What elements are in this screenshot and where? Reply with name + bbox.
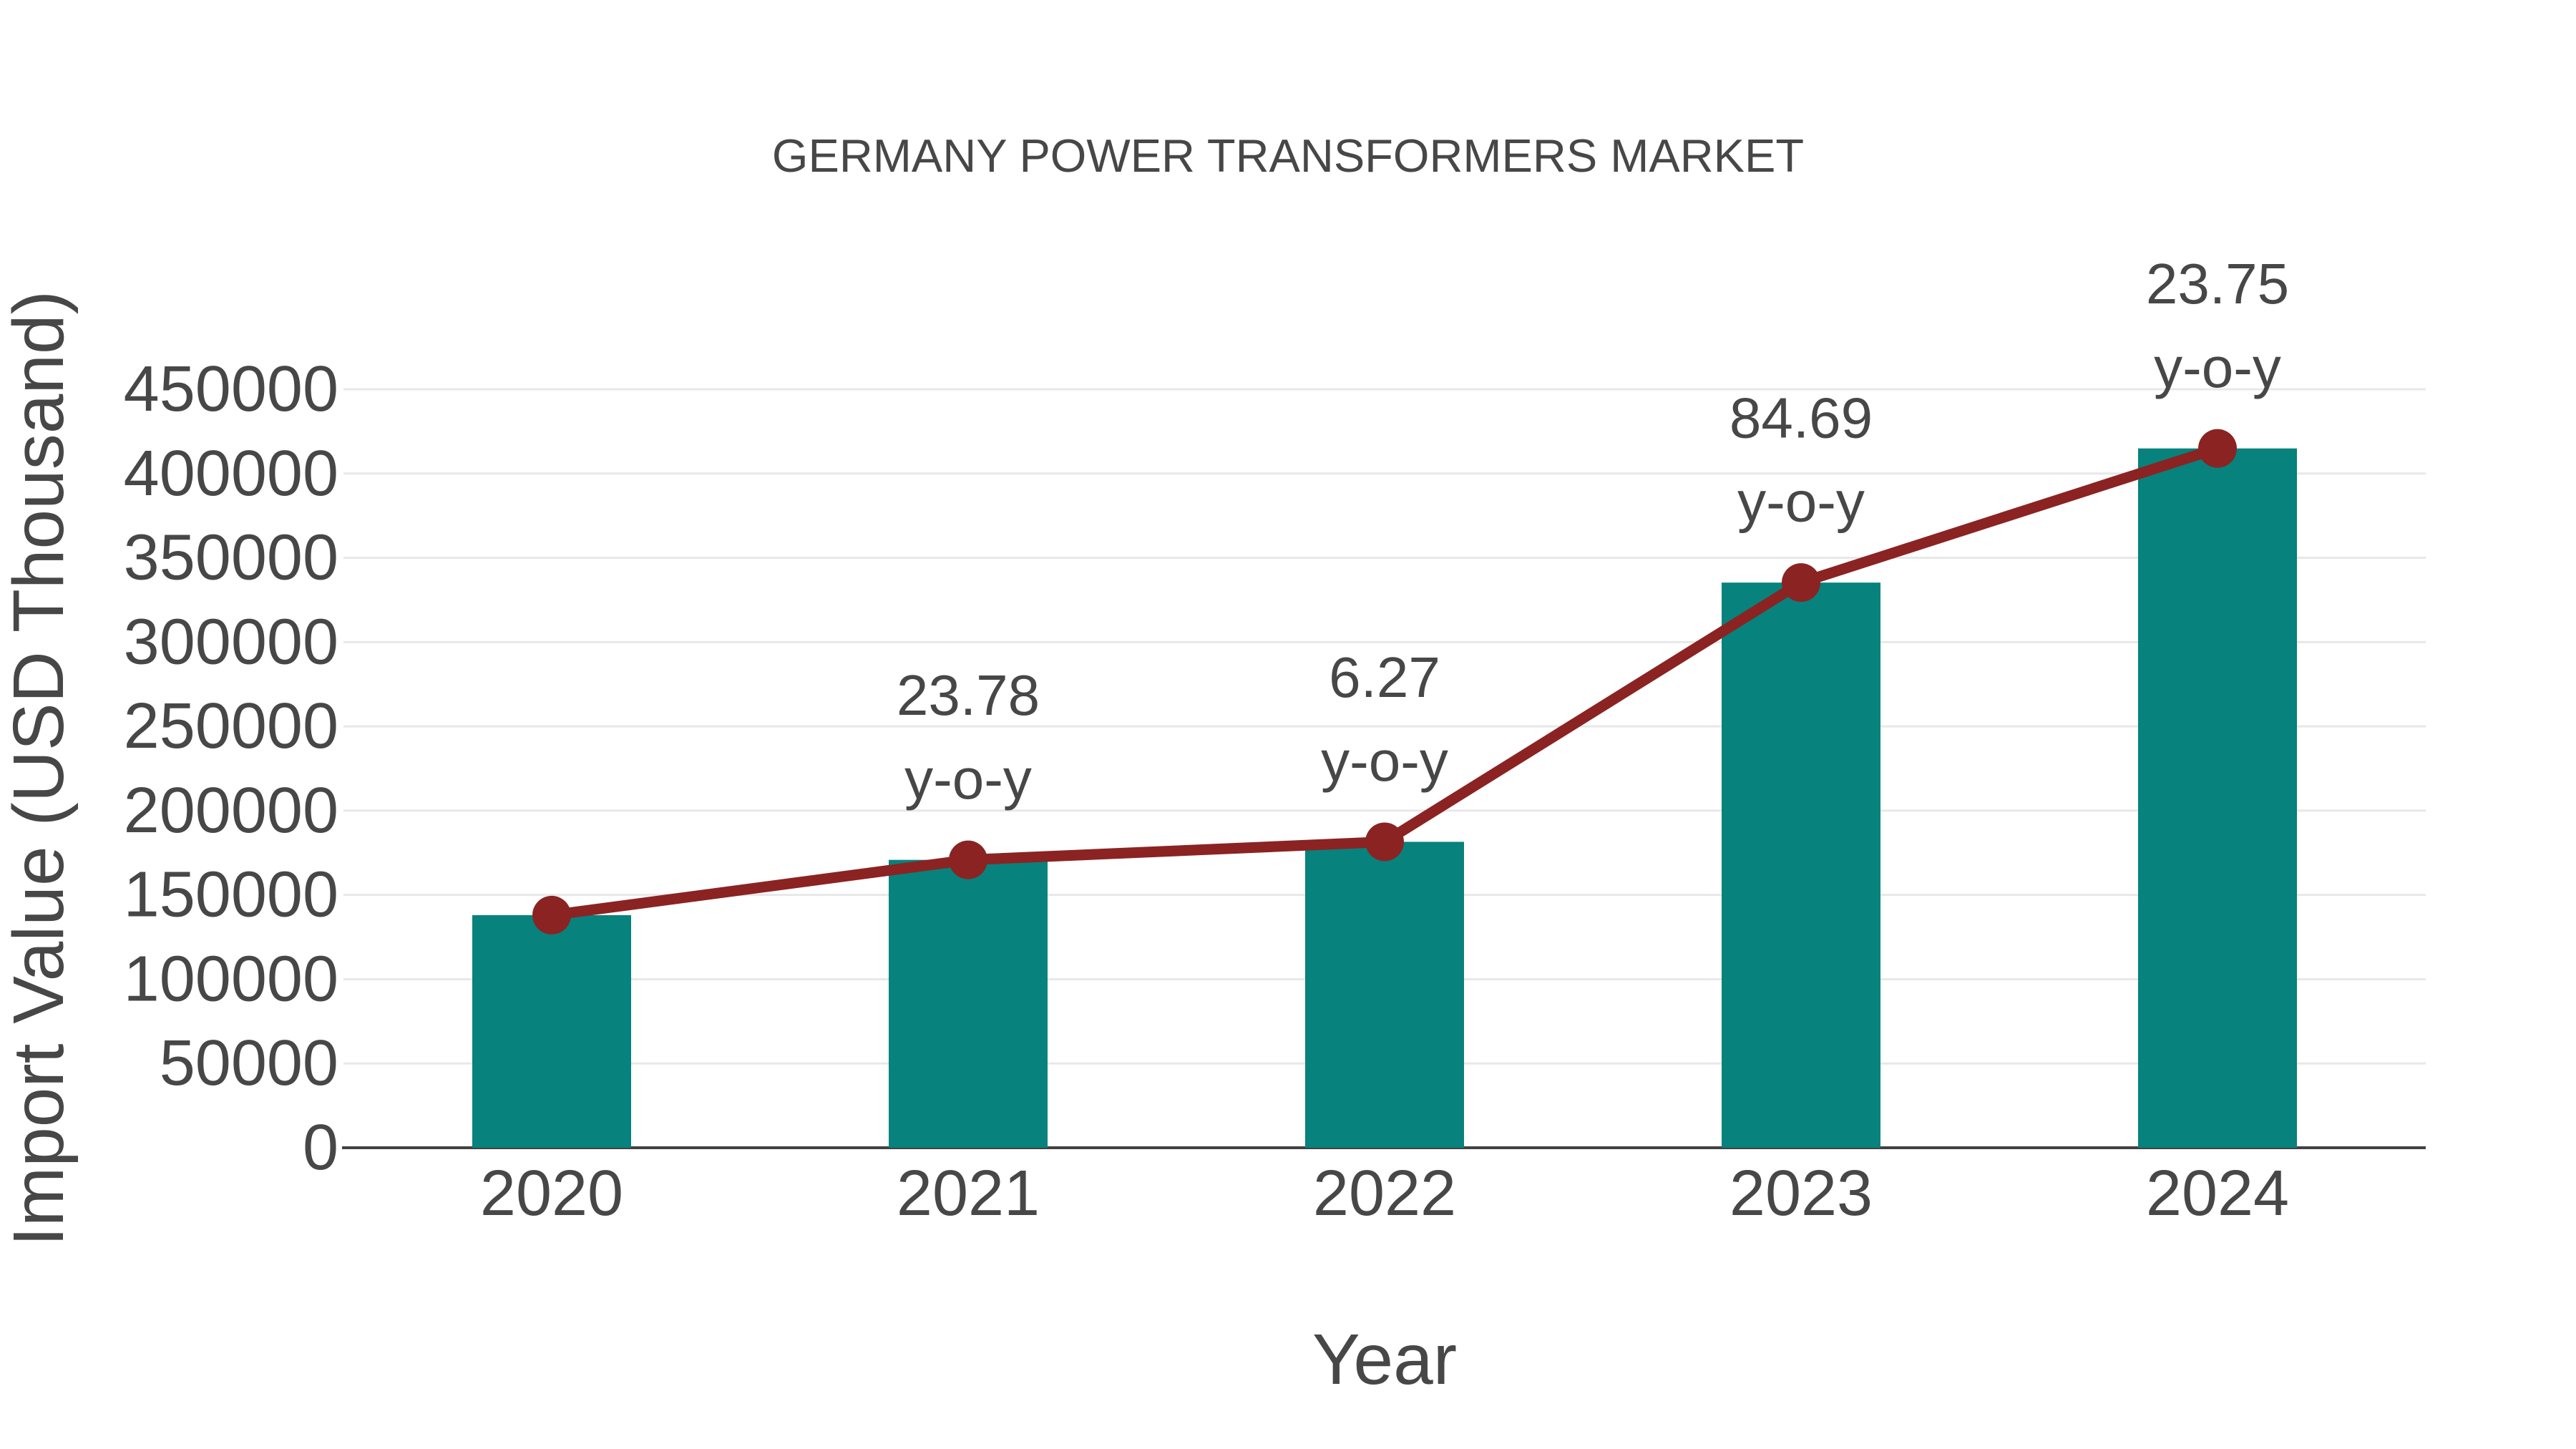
y-tick-label: 50000 (160, 1028, 338, 1099)
line-marker-2022 (1365, 822, 1404, 862)
yoy-suffix-annotation-2023: y-o-y (1737, 470, 1865, 534)
line-marker-2021 (949, 840, 987, 879)
yoy-value-annotation-2021: 23.78 (897, 663, 1040, 727)
yoy-value-annotation-2024: 23.75 (2146, 252, 2289, 316)
chart-title: GERMANY POWER TRANSFORMERS MARKET (772, 130, 1804, 182)
yoy-suffix-annotation-2024: y-o-y (2154, 336, 2281, 399)
trend-line-layer (532, 429, 2237, 935)
y-tick-label: 450000 (124, 353, 338, 425)
yoy-suffix-annotation-2022: y-o-y (1321, 729, 1448, 793)
yoy-value-annotation-2023: 84.69 (1729, 386, 1873, 450)
annotations-layer: 23.78 y-o-y 6.27 y-o-y 84.69 y-o-y 23.75 y-o-y (897, 252, 2289, 811)
y-tick-label: 0 (303, 1112, 338, 1184)
line-marker-2020 (532, 895, 571, 935)
x-tick-label: 2022 (1313, 1158, 1456, 1229)
y-tick-label: 250000 (124, 691, 338, 762)
x-axis-title: Year (1312, 1319, 1457, 1400)
y-tick-label: 200000 (124, 775, 338, 847)
x-tick-label: 2020 (480, 1158, 623, 1229)
bar-2022 (1305, 841, 1464, 1148)
y-tick-label: 100000 (124, 943, 338, 1015)
bars-layer (472, 448, 2297, 1148)
x-tick-label: 2024 (2146, 1158, 2289, 1229)
bar-2024 (2138, 448, 2297, 1148)
y-tick-label: 400000 (124, 438, 338, 509)
bar-2020 (472, 914, 631, 1148)
line-marker-2023 (1782, 563, 1820, 602)
y-tick-label: 150000 (124, 859, 338, 931)
y-tick-label: 350000 (124, 522, 338, 594)
bar-2021 (889, 859, 1048, 1148)
tick-labels-layer: 0 50000 100000 150000 200000 250000 300000 3500… (124, 353, 2289, 1229)
x-tick-label: 2023 (1729, 1158, 1873, 1229)
yoy-value-annotation-2022: 6.27 (1329, 645, 1440, 709)
yoy-suffix-annotation-2021: y-o-y (904, 747, 1032, 811)
bar-2023 (1722, 582, 1880, 1148)
y-tick-label: 300000 (124, 606, 338, 678)
line-marker-2024 (2198, 429, 2237, 468)
y-axis-title: Import Value (USD Thousand) (0, 291, 79, 1246)
x-tick-label: 2021 (897, 1158, 1040, 1229)
